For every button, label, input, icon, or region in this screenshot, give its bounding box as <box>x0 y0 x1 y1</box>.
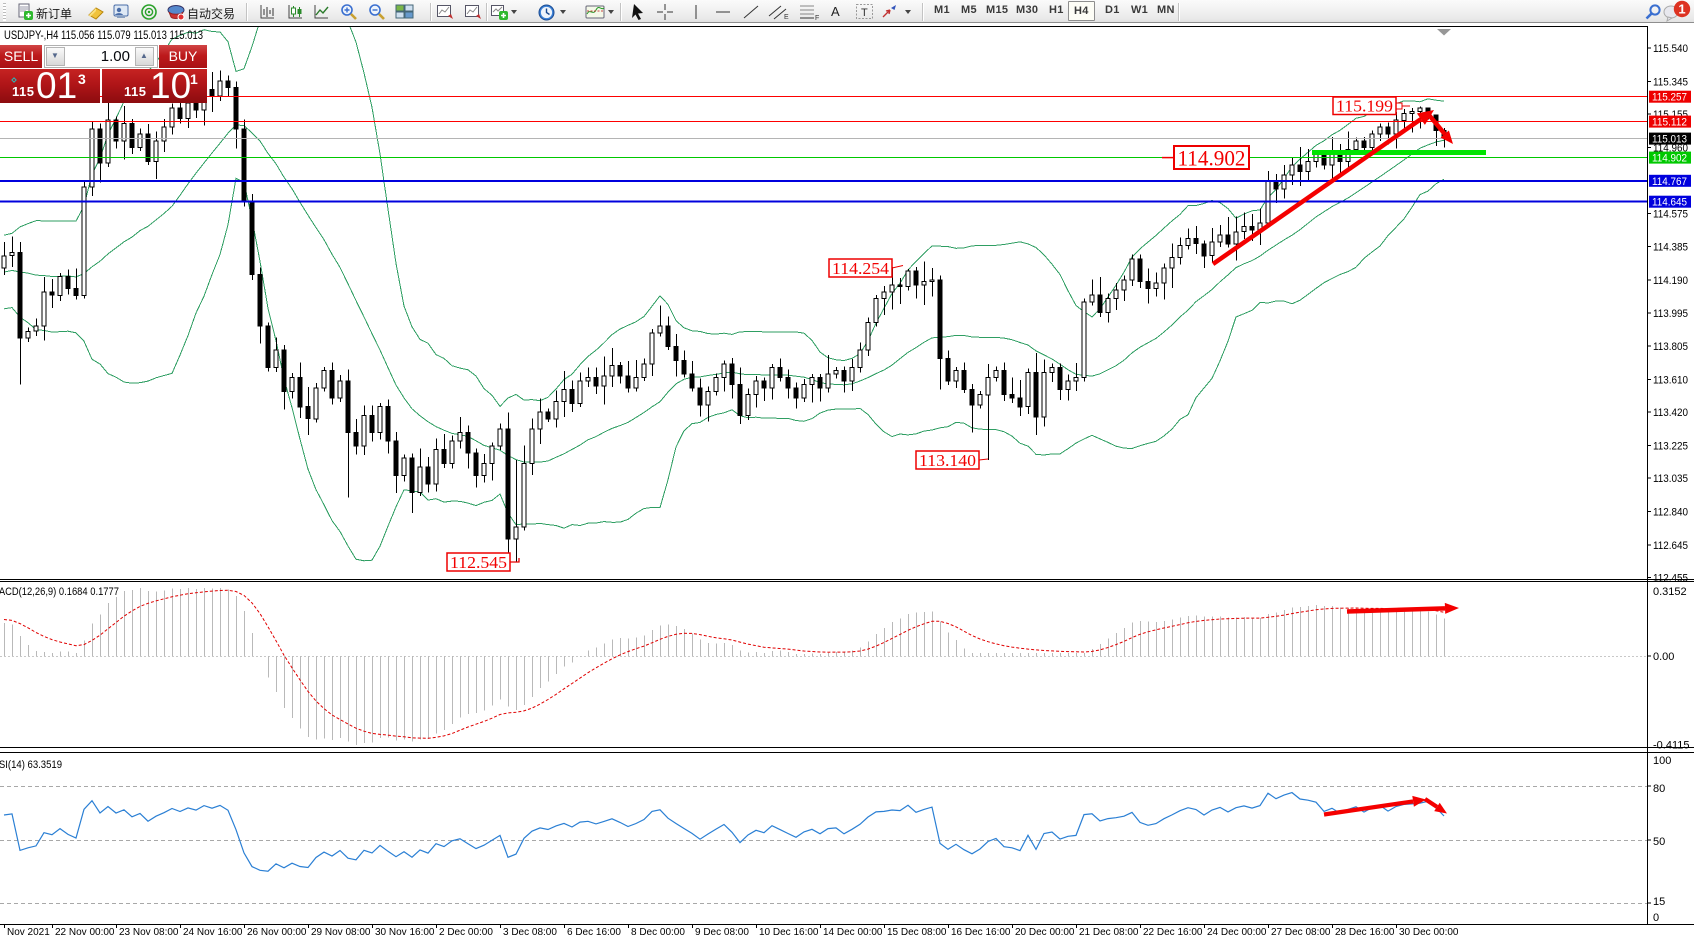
svg-text:F: F <box>815 15 819 21</box>
svg-text:23 Nov 08:00: 23 Nov 08:00 <box>119 927 179 937</box>
svg-text:24 Dec 00:00: 24 Dec 00:00 <box>1207 927 1267 937</box>
svg-text:14 Dec 00:00: 14 Dec 00:00 <box>823 927 883 937</box>
svg-text:15 Dec 08:00: 15 Dec 08:00 <box>887 927 947 937</box>
svg-text:100: 100 <box>1653 755 1671 767</box>
svg-text:22 Nov 00:00: 22 Nov 00:00 <box>55 927 115 937</box>
svg-text:114.385: 114.385 <box>1653 241 1688 253</box>
svg-text:113.610: 113.610 <box>1653 374 1688 386</box>
svg-text:0: 0 <box>1653 912 1659 924</box>
svg-text:15: 15 <box>1653 896 1665 908</box>
svg-text:6 Dec 16:00: 6 Dec 16:00 <box>567 927 621 937</box>
svg-text:3 Dec 08:00: 3 Dec 08:00 <box>503 927 557 937</box>
svg-text:Nov 2021: Nov 2021 <box>7 927 50 937</box>
svg-text:20 Dec 00:00: 20 Dec 00:00 <box>1015 927 1075 937</box>
svg-text:80: 80 <box>1653 783 1665 795</box>
svg-text:1: 1 <box>1678 2 1685 17</box>
svg-text:112.840: 112.840 <box>1653 506 1688 518</box>
svg-text:112.455: 112.455 <box>1653 572 1688 584</box>
svg-text:114.575: 114.575 <box>1653 209 1688 221</box>
svg-text:113.805: 113.805 <box>1653 341 1688 353</box>
svg-text:113.140: 113.140 <box>919 451 976 470</box>
svg-text:114.767: 114.767 <box>1652 176 1687 188</box>
svg-text:115.199: 115.199 <box>1336 97 1393 116</box>
svg-text:26 Nov 00:00: 26 Nov 00:00 <box>247 927 307 937</box>
svg-text:115.540: 115.540 <box>1653 43 1688 55</box>
svg-text:113.225: 113.225 <box>1653 440 1688 452</box>
svg-text:113.420: 113.420 <box>1653 407 1688 419</box>
svg-text:0.3152: 0.3152 <box>1653 586 1687 598</box>
svg-text:114.190: 114.190 <box>1653 275 1688 287</box>
svg-text:115.112: 115.112 <box>1652 117 1687 129</box>
svg-text:22 Dec 16:00: 22 Dec 16:00 <box>1143 927 1203 937</box>
svg-text:24 Nov 16:00: 24 Nov 16:00 <box>183 927 243 937</box>
svg-text:30 Nov 16:00: 30 Nov 16:00 <box>375 927 435 937</box>
svg-text:114.645: 114.645 <box>1652 197 1687 209</box>
svg-text:115.013: 115.013 <box>1652 134 1687 146</box>
svg-text:112.645: 112.645 <box>1653 540 1688 552</box>
svg-text:29 Nov 08:00: 29 Nov 08:00 <box>311 927 371 937</box>
svg-text:112.545: 112.545 <box>450 553 507 572</box>
svg-text:113.035: 113.035 <box>1653 473 1688 485</box>
svg-text:114.902: 114.902 <box>1652 153 1687 165</box>
svg-text:115.257: 115.257 <box>1652 92 1687 104</box>
svg-text:E: E <box>784 14 789 21</box>
svg-text:8 Dec 00:00: 8 Dec 00:00 <box>631 927 685 937</box>
svg-text:115.345: 115.345 <box>1653 77 1688 89</box>
svg-text:21 Dec 08:00: 21 Dec 08:00 <box>1079 927 1139 937</box>
svg-text:USDJPY-,H4 115.056 115.079 11: USDJPY-,H4 115.056 115.079 115.013 115.0… <box>4 30 203 42</box>
svg-text:114.254: 114.254 <box>832 259 889 278</box>
svg-text:50: 50 <box>1653 836 1665 848</box>
svg-text:9 Dec 08:00: 9 Dec 08:00 <box>695 927 749 937</box>
svg-text:114.902: 114.902 <box>1178 145 1246 170</box>
svg-text:RSI(14) 63.3519: RSI(14) 63.3519 <box>0 759 62 771</box>
svg-text:0.00: 0.00 <box>1653 651 1674 663</box>
svg-text:MACD(12,26,9) 0.1684 0.1777: MACD(12,26,9) 0.1684 0.1777 <box>0 586 119 598</box>
svg-text:113.995: 113.995 <box>1653 308 1688 320</box>
svg-text:-0.4115: -0.4115 <box>1653 740 1690 752</box>
svg-text:27 Dec 08:00: 27 Dec 08:00 <box>1271 927 1331 937</box>
svg-text:30 Dec 00:00: 30 Dec 00:00 <box>1399 927 1459 937</box>
svg-text:16 Dec 16:00: 16 Dec 16:00 <box>951 927 1011 937</box>
svg-text:10 Dec 16:00: 10 Dec 16:00 <box>759 927 819 937</box>
svg-text:2 Dec 00:00: 2 Dec 00:00 <box>439 927 493 937</box>
svg-text:T: T <box>861 7 868 19</box>
svg-text:28 Dec 16:00: 28 Dec 16:00 <box>1335 927 1395 937</box>
